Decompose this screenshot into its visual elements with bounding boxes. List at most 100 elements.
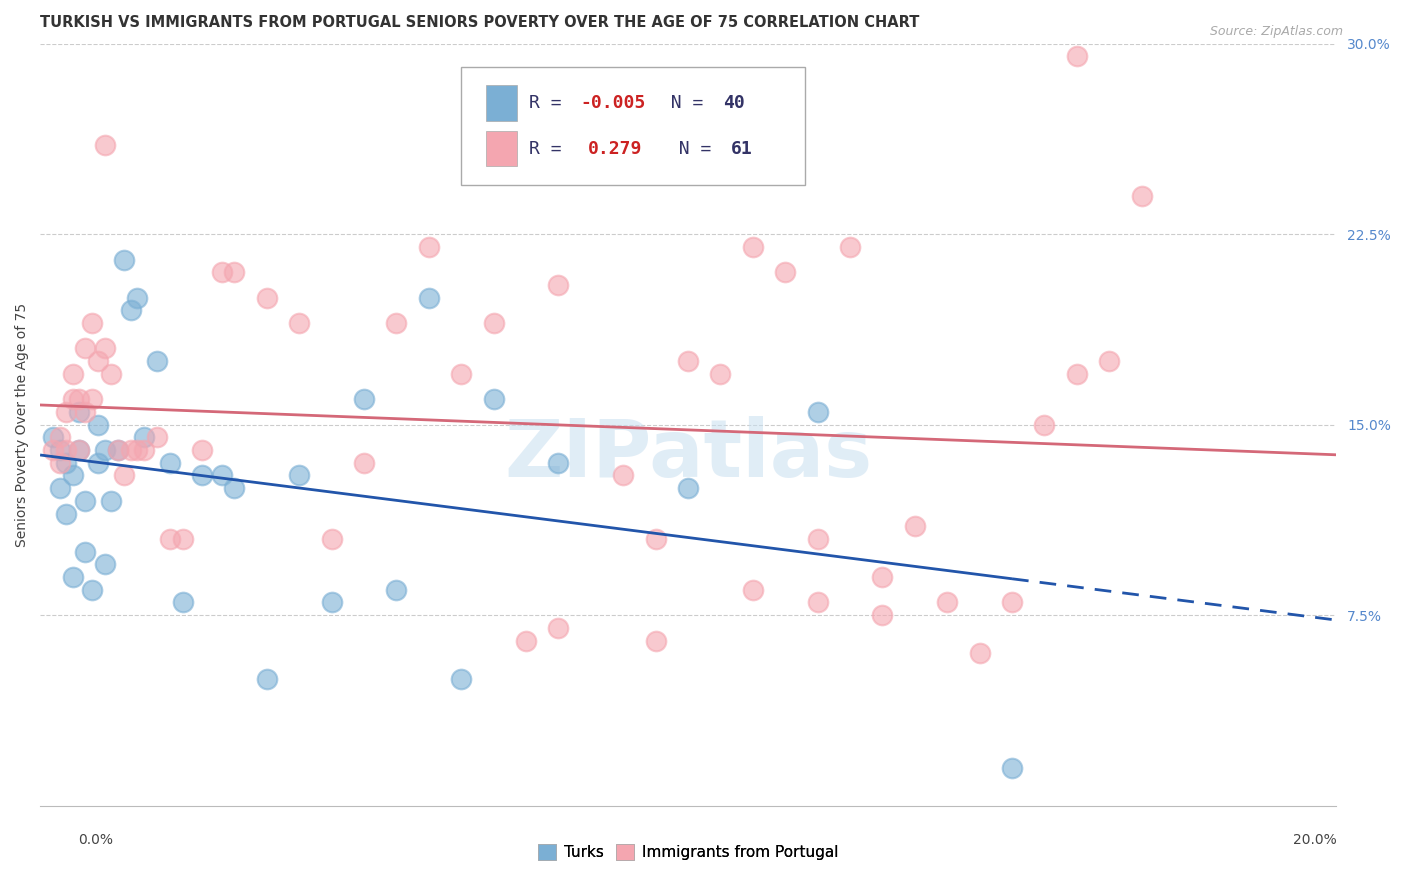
Point — [42, 443, 65, 458]
Point — [127, 291, 149, 305]
Point — [224, 481, 246, 495]
Point — [807, 532, 830, 546]
Text: 0.279: 0.279 — [588, 140, 643, 158]
Text: N =: N = — [657, 140, 723, 158]
Point — [94, 443, 117, 458]
Point — [67, 392, 90, 407]
Point — [159, 456, 181, 470]
Point — [224, 265, 246, 279]
Point — [1066, 367, 1088, 381]
Point — [172, 532, 194, 546]
Point — [321, 595, 343, 609]
Point — [80, 582, 103, 597]
Point — [112, 252, 135, 267]
Text: ZIPatlas: ZIPatlas — [503, 417, 872, 494]
FancyBboxPatch shape — [486, 130, 517, 166]
Text: 40: 40 — [723, 94, 745, 112]
Point — [547, 456, 569, 470]
Legend: Turks, Immigrants from Portugal: Turks, Immigrants from Portugal — [531, 838, 845, 867]
Point — [48, 443, 70, 458]
Point — [936, 595, 959, 609]
Point — [80, 392, 103, 407]
Point — [676, 481, 699, 495]
Point — [547, 277, 569, 292]
Point — [612, 468, 634, 483]
Point — [62, 392, 84, 407]
Point — [67, 443, 90, 458]
Point — [48, 456, 70, 470]
Point — [87, 456, 110, 470]
Point — [62, 570, 84, 584]
Point — [807, 405, 830, 419]
Point — [1033, 417, 1056, 432]
Point — [353, 456, 375, 470]
Y-axis label: Seniors Poverty Over the Age of 75: Seniors Poverty Over the Age of 75 — [15, 302, 30, 547]
Point — [353, 392, 375, 407]
Point — [482, 316, 505, 330]
Point — [67, 443, 90, 458]
Text: N =: N = — [650, 94, 714, 112]
Point — [385, 582, 408, 597]
Point — [256, 672, 278, 686]
Text: R =: R = — [529, 94, 572, 112]
Point — [94, 342, 117, 356]
Point — [741, 582, 763, 597]
Point — [644, 633, 666, 648]
Point — [515, 633, 537, 648]
Point — [132, 430, 155, 444]
Point — [676, 354, 699, 368]
Point — [450, 367, 472, 381]
Point — [62, 367, 84, 381]
Point — [321, 532, 343, 546]
Point — [482, 392, 505, 407]
Point — [1066, 49, 1088, 63]
Point — [87, 417, 110, 432]
Point — [1001, 760, 1024, 774]
Point — [42, 430, 65, 444]
Point — [100, 493, 122, 508]
Point — [775, 265, 797, 279]
Point — [1001, 595, 1024, 609]
Point — [87, 354, 110, 368]
Point — [1098, 354, 1121, 368]
Point — [385, 316, 408, 330]
Point — [75, 544, 97, 558]
Point — [256, 291, 278, 305]
Point — [55, 443, 77, 458]
Point — [127, 443, 149, 458]
Point — [94, 138, 117, 153]
Point — [709, 367, 731, 381]
Point — [872, 608, 894, 623]
FancyBboxPatch shape — [486, 85, 517, 120]
Point — [55, 507, 77, 521]
Point — [547, 621, 569, 635]
Text: TURKISH VS IMMIGRANTS FROM PORTUGAL SENIORS POVERTY OVER THE AGE OF 75 CORRELATI: TURKISH VS IMMIGRANTS FROM PORTUGAL SENI… — [41, 15, 920, 30]
Point — [132, 443, 155, 458]
Point — [741, 240, 763, 254]
Point — [120, 443, 142, 458]
Point — [145, 354, 167, 368]
Point — [75, 405, 97, 419]
Point — [100, 367, 122, 381]
Text: Source: ZipAtlas.com: Source: ZipAtlas.com — [1209, 25, 1343, 38]
Point — [418, 240, 440, 254]
Text: 0.0%: 0.0% — [79, 833, 112, 847]
Point — [172, 595, 194, 609]
Point — [80, 316, 103, 330]
Point — [418, 291, 440, 305]
Point — [120, 303, 142, 318]
Point — [872, 570, 894, 584]
Point — [191, 443, 214, 458]
Text: 20.0%: 20.0% — [1292, 833, 1337, 847]
Point — [450, 672, 472, 686]
Point — [67, 405, 90, 419]
Point — [211, 468, 233, 483]
Point — [191, 468, 214, 483]
Point — [288, 316, 311, 330]
Point — [62, 468, 84, 483]
Point — [112, 468, 135, 483]
Point — [55, 456, 77, 470]
Point — [904, 519, 927, 533]
Point — [48, 481, 70, 495]
Text: 61: 61 — [731, 140, 752, 158]
